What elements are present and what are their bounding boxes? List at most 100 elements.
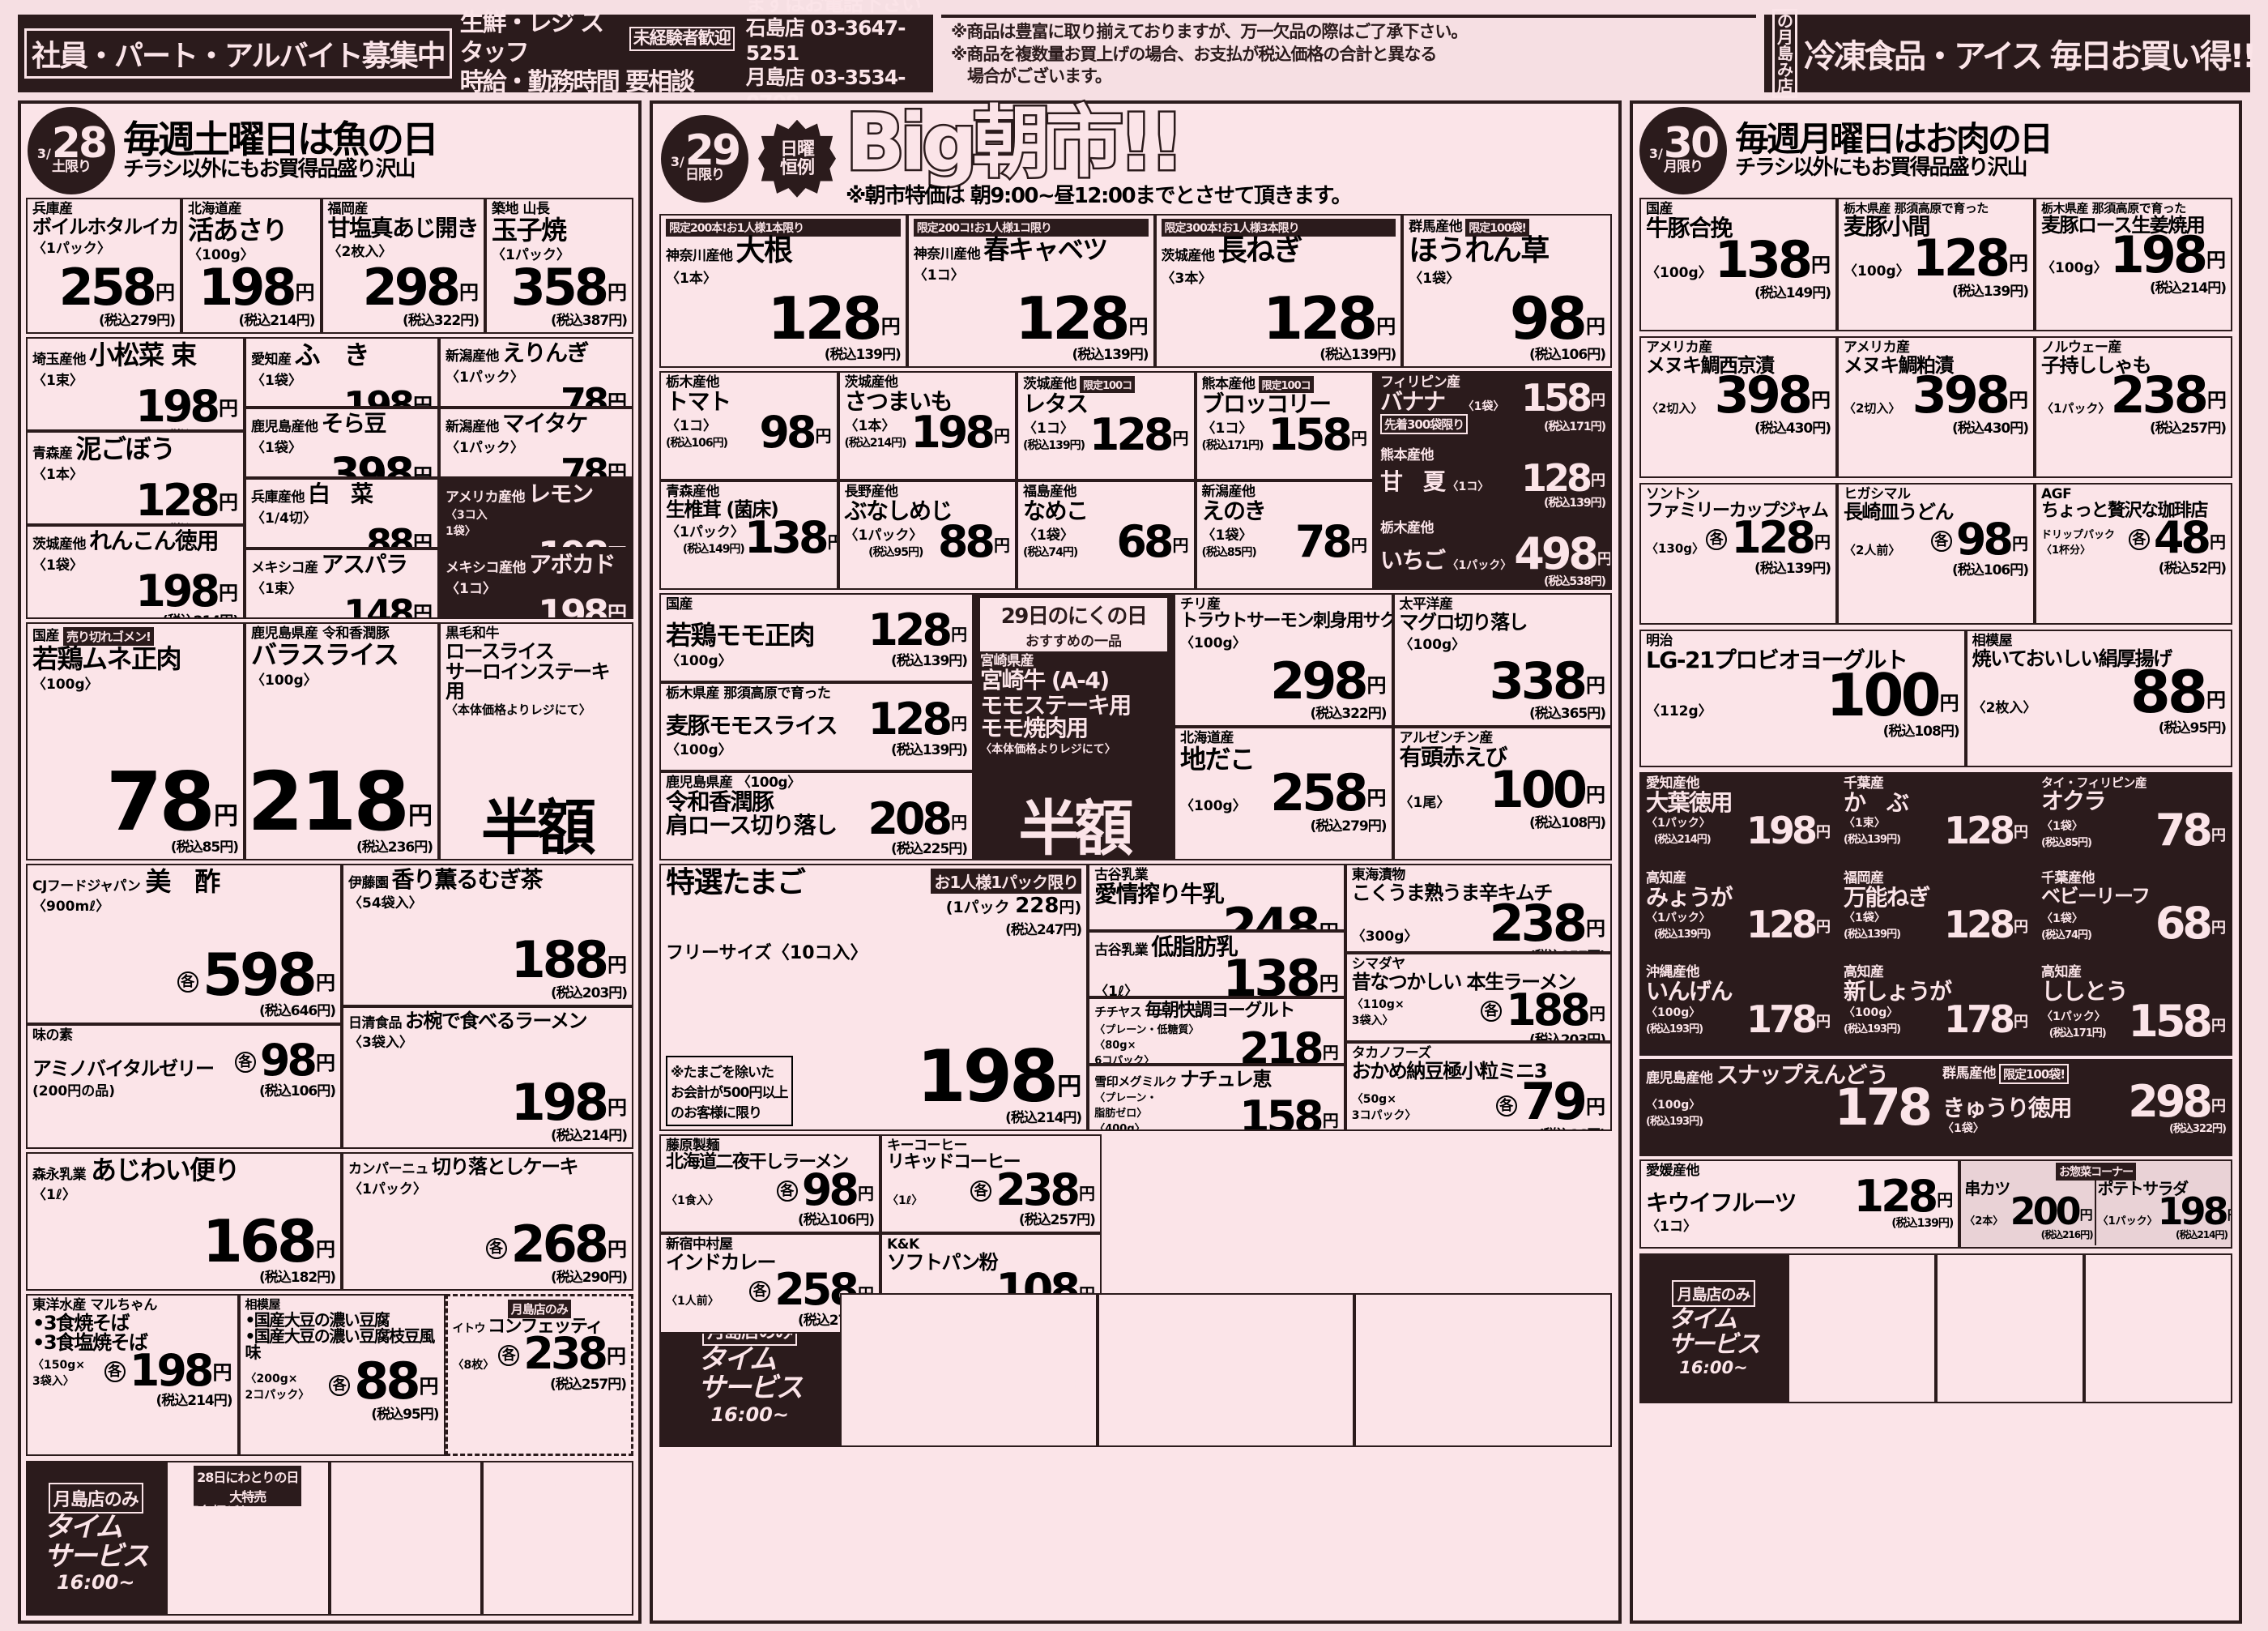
product-cell[interactable]: 限定200コ!お1人様1コ限り 神奈川産他 春キャベツ 〈1コ〉 128 円 (税込… (906, 214, 1155, 369)
product-cell[interactable]: 鹿児島県産 令和香潤豚 バラスライス 〈100g〉 218 円 (税込236円) (245, 622, 439, 860)
saturday-dairy-row: 森永乳業 あじわい便り 〈1ℓ〉 168 円 (税込182円) カンパーニュ 切り落と… (26, 1151, 633, 1291)
product-cell[interactable]: タイ・フィリピン産 オクラ 〈1袋〉 (税込85円) 78 円 (2035, 772, 2232, 867)
product-cell[interactable]: チチヤス 毎朝快調ヨーグルト 〈プレーン・低糖質〉 〈80g× 6コパック〉 218 円… (1088, 997, 1345, 1065)
special-egg-feature[interactable]: 特選たまご お1人様1パック限り (1パック 228円) (税込247円) フリ… (659, 864, 1089, 1132)
product-cell[interactable]: 月島店のみ イトウ コンフェッティ 〈8枚〉 各 238 円 (税込257円) (445, 1293, 633, 1457)
product-cell[interactable]: 森永乳業 あじわい便り 〈1ℓ〉 168 円 (税込182円) (26, 1151, 342, 1291)
product-cell[interactable]: 兵庫産 ボイルホタルイカ 〈1パック〉 258 円 (税込279円) (26, 198, 181, 335)
product-cell[interactable]: 栃木県産 那須高原で育った 麦豚小間 〈100g〉 128 円 (税込139円) (1837, 198, 2035, 331)
product-cell[interactable]: 千葉産他 ベビーリーフ 〈1袋〉 (税込74円) 68 円 (2035, 866, 2232, 962)
niku-day-feature[interactable]: 29日のにくの日 おすすめの一品 宮崎県産 宮崎牛 (A-4) モモステーキ用 … (974, 593, 1174, 861)
product-cell[interactable]: 北海道産 活あさり 〈100g〉 198 円 (税込214円) (181, 198, 322, 335)
product-cell[interactable]: 長野産他 ぶなしめじ 〈1パック〉 (税込95円) 88 円 (838, 480, 1017, 591)
product-cell[interactable]: シマダヤ 昔なつかしい 本生ラーメン 〈110g× 3袋入〉各 188 円 (税込203円… (1345, 953, 1612, 1043)
product-cell[interactable]: カゴメ 植物性乳酸菌ラブレ 〈80mℓ× 3本パック〉各 138 円 (税込149円… (1354, 1293, 1612, 1448)
product-cell[interactable]: アルゼンチン産 有頭赤えび 〈1尾〉 100 円 (税込108円) (1392, 727, 1612, 861)
product-cell[interactable]: チリ産 トラウトサーモン刺身用サク 〈100g〉 298 円 (税込322円) (1174, 593, 1393, 728)
product-cell[interactable]: 藤原製麺 北海道二夜干しラーメン 〈1食入〉各 98 円 (税込106円) (659, 1134, 880, 1233)
product-cell[interactable]: 相模屋 焼いておいしい絹厚揚げ 〈2枚入〉 88 円 (税込95円) (1965, 630, 2232, 767)
product-cell[interactable]: 伊藤園 香り薫るむぎ茶 〈54袋入〉 188 円 (税込203円) (342, 863, 633, 1006)
product-cell[interactable]: 28日にわとりの日 大特売 国産名柄どり 桜姫全品 〈本体価格より レジにて〉 … (165, 1461, 330, 1616)
product-cell[interactable]: AGF ちょっと贅沢な珈琲店 ドリップパック 〈1杯分〉各 48 円 (税込52円) (2035, 483, 2232, 625)
product-cell[interactable]: 築地 山長 玉子焼 〈1パック〉 358 円 (税込387円) (485, 198, 633, 335)
product-cell[interactable]: 茨城産他 限定100コ レタス 〈1コ〉 (税込139円) 128 円 (1017, 371, 1196, 481)
product-cell[interactable]: 国産 若鶏モモ正肉 128 円 〈100g〉 (税込139円) (659, 593, 974, 683)
product-cell[interactable]: ノルウェー産 子持ししゃも 〈1パック〉 238 円 (税込257円) (2035, 336, 2232, 478)
product-cell[interactable]: 明治 LG-21プロビオヨーグルト 〈112g〉 100 円 (税込108円) (1639, 630, 1966, 767)
product-cell[interactable]: 栃木産他 トマト 〈1コ〉 (税込106円) 98 円 (659, 371, 838, 481)
product-cell[interactable]: 栃木県産 那須高原で育った 麦豚ロース生姜焼用 〈100g〉 198 円 (税込214円) (2035, 198, 2232, 331)
product-cell[interactable]: 相模屋 •国産大豆の濃い豆腐 •国産大豆の濃い豆腐枝豆風味 〈200g× 2コパ… (238, 1293, 446, 1457)
product-cell[interactable]: 黒毛和牛 ロースライス サーロインステーキ用 〈本体価格よりレジにて〉 半額 (439, 622, 633, 860)
product-cell[interactable]: 高知産 みょうが 〈1パック〉 (税込139円) 128 円 (1639, 866, 1837, 962)
product-cell[interactable]: 国産牛 切り落とし 〈100g〉 298 円 (税込322円) (840, 1293, 1098, 1448)
product-cell[interactable]: アメリカ産 メヌキ鯛粕漬 〈2切入〉 398 円 (税込430円) (1837, 336, 2035, 478)
product-cell[interactable]: 日清食品 お椀で食べるラーメン 〈3袋入〉 198 円 (税込214円) (342, 1005, 633, 1149)
product-cell[interactable]: 限定300本!お1人様3本限り 茨城産他 長ねぎ 〈3本〉 128 円 (税込139… (1154, 214, 1403, 369)
product-cell[interactable]: 三陸産 スケソウダラ丸干 〈1パック〉 458円 (税込495円) (330, 1461, 482, 1616)
product-cell[interactable]: ソントン ファミリーカップジャム 〈130g〉各 128 円 (税込139円) (1639, 483, 1837, 625)
product-cell[interactable]: 国産 牛豚合挽 〈100g〉 138 円 (税込149円) (1639, 198, 1837, 331)
product-cell[interactable]: 太平洋産 マグロ切り落し 〈100g〉 338 円 (税込365円) (1392, 593, 1612, 728)
product-cell[interactable]: 沖縄産他 いんげん 〈100g〉 (税込193円) 178 円 (1639, 961, 1837, 1057)
product-cell[interactable]: 熊本産他 甘 夏〈1コ〉 128 円 (税込139円) (1374, 444, 1612, 518)
product-cell[interactable]: 栃木産他 いちご 〈1パック〉 498 円 (税込538円) (1374, 517, 1612, 591)
product-cell[interactable]: 愛知産他 大葉徳用 〈1パック〉 (税込214円) 198 円 (1639, 772, 1837, 867)
product-cell[interactable]: 限定200本!お1人様1本限り 神奈川産他 大根 〈1本〉 128 円 (税込139… (659, 214, 907, 369)
price: 128 (1853, 1170, 1939, 1222)
product-cell[interactable]: 鹿児島産他 スナップえんどう 〈100g〉 (税込193円) 178 (1639, 1059, 1936, 1156)
product-cell[interactable]: 福島産他 なめこ 〈1袋〉 (税込74円) 68 円 (1017, 480, 1196, 591)
product-cell[interactable]: キーコーヒー リキッドコーヒー 〈1ℓ〉各 238 円 (税込257円) (880, 1134, 1102, 1233)
product-cell[interactable]: 福岡産 甘塩真あじ開き 〈2枚入〉 298 円 (税込322円) (321, 198, 485, 335)
product-cell[interactable]: CJフードジャパン美 酢 〈900mℓ〉 各 598 円 (税込646円) (26, 863, 342, 1024)
product-cell[interactable]: 茨城産他 さつまいも 〈1本〉 (税込214円) 198 円 (838, 371, 1017, 481)
product-cell[interactable]: カンパーニュ 切り落としケーキ 〈1パック〉 各 268 円 (税込290円) (342, 1151, 633, 1291)
product-cell[interactable]: 栃木県産 那須高原で育った 麦豚モモスライス 128 円 〈100g〉 (税込139円… (659, 682, 974, 772)
unit: 〈2枚入〉 (1972, 700, 2037, 717)
product-cell[interactable]: 千葉産か ぶ〈1束〉 (税込139円) 128 円 (1837, 772, 2035, 867)
product-cell[interactable]: 国産 売り切れゴメン! 若鶏ムネ正肉 〈100g〉 78 円 (税込85円) (26, 622, 245, 860)
product-cell[interactable]: 愛媛産他 キウイフルーツ 128 円 〈1コ〉 (税込139円) (1639, 1159, 1960, 1249)
product-cell[interactable]: 鹿児島県産 〈100g〉 令和香潤豚 肩ロース切り落し 208 円 (税込225円) (659, 771, 974, 861)
deli-corner[interactable]: お惣菜コーナー 串カツ 〈2本〉 200 円 (税込216円) ポテトサラダ 〈1パ… (1959, 1159, 2232, 1249)
product-cell[interactable]: 福岡産 万能ねぎ 〈1袋〉 (税込139円) 128 円 (1837, 866, 2035, 962)
product-cell[interactable]: 高知産 ししとう 〈1パック〉 (税込171円) 158 円 (2035, 961, 2232, 1057)
product-cell[interactable]: 群馬産他 限定100袋! きゅうり徳用 298 円〈1袋〉 (税込322円) (1936, 1059, 2232, 1156)
product-name: えりんぎ (502, 339, 590, 367)
product-cell[interactable]: ヒガシマル 長崎皿うどん 〈2人前〉各 98 円 (税込106円) (1837, 483, 2035, 625)
product-name: アスパラ (321, 551, 409, 579)
product-cell[interactable]: 熊本産他 限定100コ ブロッコリー 〈1コ〉 (税込171円) 158 円 (1195, 371, 1374, 481)
product-cell[interactable]: インドネシア産 カジキ西京漬 〈1パック〉 398 円 (税込430円) (1097, 1293, 1355, 1448)
date-badge-29: 3/ 29 日限り (661, 114, 748, 203)
product-cell[interactable]: アメリカ産 メヌキ鯛西京漬 〈2切入〉 398 円 (税込430円) (1639, 336, 1837, 478)
product-cell[interactable]: 北海道産 地だこ 〈100g〉 258 円 (税込279円) (1174, 727, 1393, 861)
product-cell[interactable]: 高知産 新しょうが 〈100g〉 (税込193円) 178 円 (1837, 961, 2035, 1057)
product-cell[interactable]: フィリピン産 バナナ 〈1袋〉 158 円 先着300袋限り (税込171円) (1374, 371, 1612, 445)
product-cell[interactable]: 新潟産他 えのき 〈1袋〉 (税込85円) 78 円 (1195, 480, 1374, 591)
product-cell[interactable]: 味の素 アミノバイタルゼリー (200円の品) 各 98 円 (税込106円) (26, 1023, 342, 1149)
product-cell[interactable]: 群馬産他 限定100袋! ほうれん草 〈1袋〉 98 円 (税込106円) (1402, 214, 1612, 369)
